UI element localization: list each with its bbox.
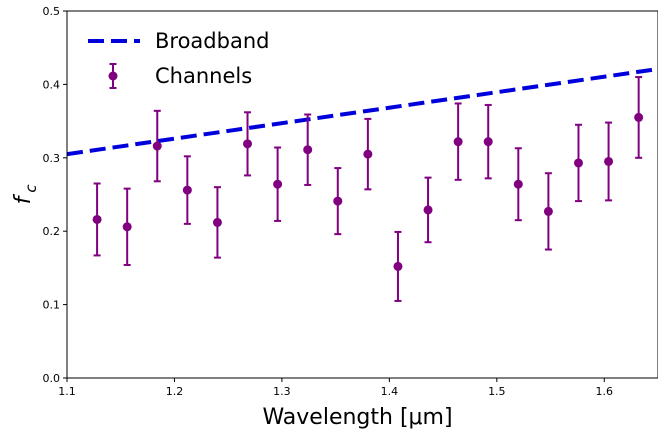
channel-point-16 xyxy=(573,158,583,168)
legend-swatch-channels-point xyxy=(108,71,118,81)
channel-point-14 xyxy=(513,179,523,189)
y-tick-label-1: 0.1 xyxy=(43,299,61,312)
y-axis-title: fc xyxy=(11,184,40,205)
channel-point-18 xyxy=(634,112,644,122)
channel-point-3 xyxy=(182,185,192,195)
y-tick-label-3: 0.3 xyxy=(43,152,61,165)
channel-point-2 xyxy=(152,141,162,151)
x-tick-label-4: 1.5 xyxy=(488,385,506,398)
channel-point-0 xyxy=(92,214,102,224)
x-tick-label-5: 1.6 xyxy=(596,385,614,398)
plot-frame xyxy=(66,10,658,379)
channel-point-15 xyxy=(543,206,553,216)
y-tick-label-5: 0.5 xyxy=(43,5,61,18)
channel-point-9 xyxy=(363,149,373,159)
legend-label-channels: Channels xyxy=(155,64,252,88)
channel-point-13 xyxy=(483,137,493,147)
broadband-line xyxy=(67,67,658,157)
channel-point-5 xyxy=(243,139,253,149)
channel-point-7 xyxy=(303,145,313,155)
y-tick-label-0: 0.0 xyxy=(43,372,61,385)
channel-point-6 xyxy=(273,179,283,189)
channel-point-11 xyxy=(423,205,433,215)
x-tick-label-0: 1.1 xyxy=(58,385,76,398)
y-tick-label-2: 0.2 xyxy=(43,225,61,238)
y-tick-label-4: 0.4 xyxy=(43,78,61,91)
channel-point-17 xyxy=(604,156,614,166)
y-axis-title-main: f xyxy=(11,193,36,204)
chart-axes: 1.1 1.2 1.3 1.4 1.5 1.6 0.0 0.1 0.2 0.3 0.4 0.5 Wave… xyxy=(11,5,658,430)
x-tick-label-2: 1.3 xyxy=(273,385,291,398)
legend-label-broadband: Broadband xyxy=(155,29,269,53)
chart-legend: Broadband Channels xyxy=(88,29,269,89)
x-axis-title: Wavelength [μm] xyxy=(262,405,452,430)
chart-marks xyxy=(67,67,658,302)
channel-point-10 xyxy=(393,261,403,271)
x-tick-label-1: 1.2 xyxy=(166,385,184,398)
channel-point-12 xyxy=(453,137,463,147)
y-axis-title-subscript: c xyxy=(22,184,40,193)
channel-point-4 xyxy=(212,217,222,227)
x-tick-label-3: 1.4 xyxy=(381,385,399,398)
channel-point-1 xyxy=(122,222,132,232)
channel-point-8 xyxy=(333,196,343,206)
